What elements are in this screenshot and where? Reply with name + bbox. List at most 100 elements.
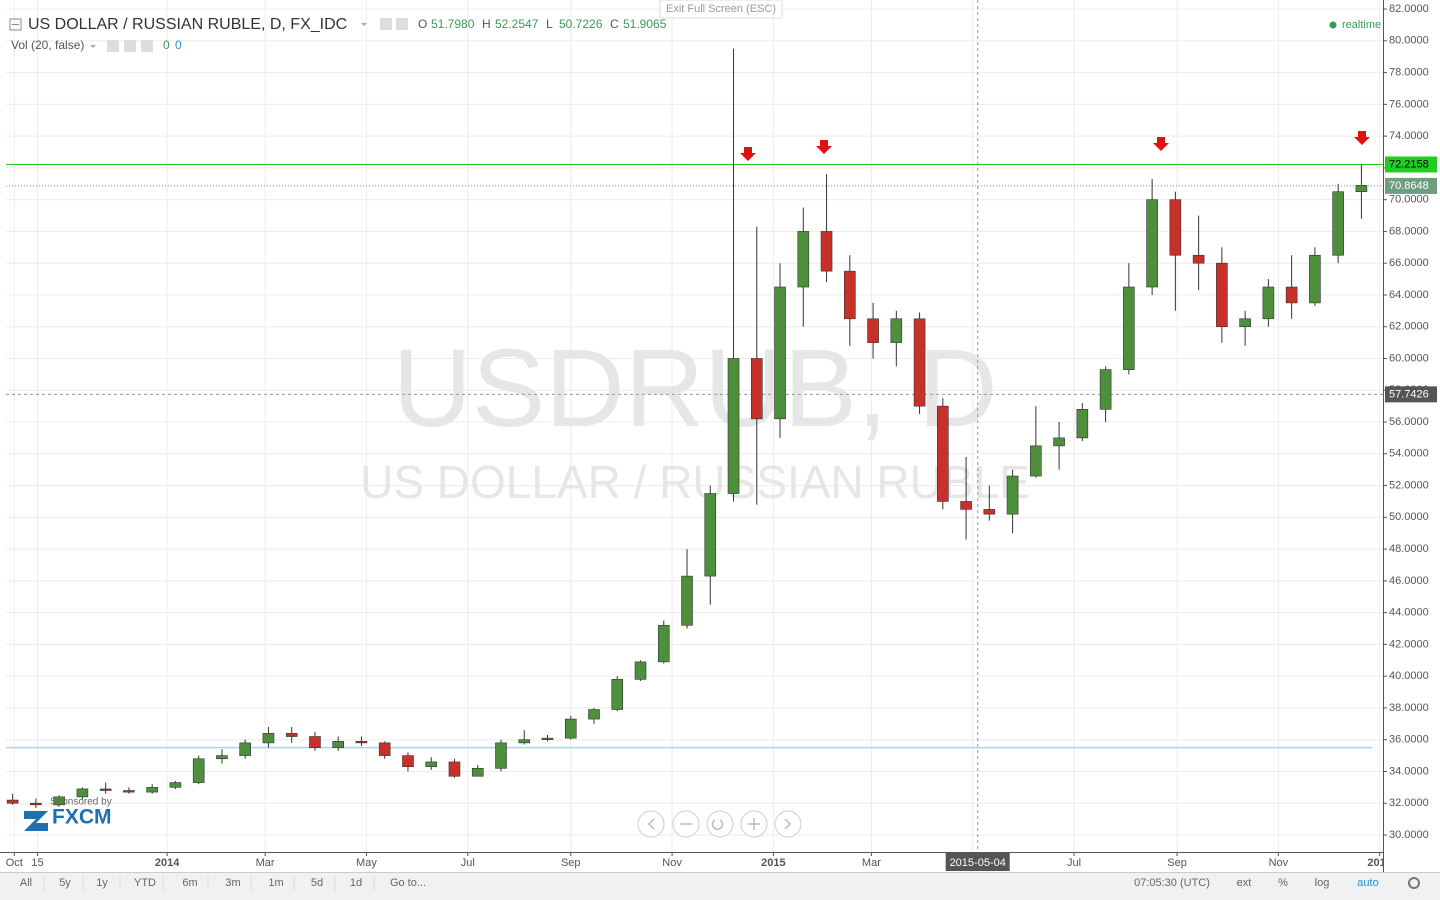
price-label-box xyxy=(1385,177,1437,194)
candle-body xyxy=(30,802,42,806)
toolbar-items: All 5y 1y YTD 6m 3m 1m 5d 1d Go to... ext% log auto xyxy=(20,876,1379,891)
range-button[interactable]: Go to... xyxy=(390,877,426,889)
indicator-icon[interactable] xyxy=(141,40,153,52)
range-button[interactable]: All xyxy=(20,877,32,889)
collapse-button[interactable] xyxy=(9,18,22,31)
candle-body xyxy=(867,318,879,343)
arrow xyxy=(816,140,832,154)
indicator-label: Vol (20, false) xyxy=(11,38,84,52)
candle-body xyxy=(960,501,972,510)
candle-body xyxy=(1332,191,1344,256)
y-tick-label: 38.0000 xyxy=(1389,702,1429,714)
crosshair-price-label: 57.7426 xyxy=(1389,388,1429,400)
settings-button[interactable] xyxy=(1408,877,1420,889)
candle-body xyxy=(564,718,577,739)
x-tick-label: Jul xyxy=(1067,857,1081,869)
option-button[interactable]: auto xyxy=(1357,877,1378,889)
x-tick-label: Mar xyxy=(862,857,881,869)
option-button[interactable]: ext xyxy=(1237,877,1252,889)
ohlc-value: 52.2547 xyxy=(495,17,539,31)
range-button[interactable]: 1y xyxy=(96,877,108,889)
chart-title: US DOLLAR / RUSSIAN RUBLE, D, FX_IDC xyxy=(28,16,347,33)
bottom-toolbar xyxy=(0,872,1440,900)
watermark-symbol: USDRUB, D xyxy=(392,327,997,450)
settings-icon[interactable] xyxy=(396,18,408,30)
arrow xyxy=(740,147,756,161)
candle-body xyxy=(471,767,484,777)
candle-body xyxy=(355,740,368,744)
range-button[interactable]: 5y xyxy=(59,877,71,889)
indicator-icon[interactable] xyxy=(107,40,119,52)
settings-icon[interactable] xyxy=(380,18,392,30)
candle-body xyxy=(99,788,112,791)
y-tick-label: 56.0000 xyxy=(1389,416,1429,428)
y-tick-label: 82.0000 xyxy=(1389,3,1429,15)
y-tick-label: 70.0000 xyxy=(1389,194,1429,206)
y-tick-label: 40.0000 xyxy=(1389,670,1429,682)
price-label: 70.8648 xyxy=(1389,180,1429,192)
scroll-right-button[interactable] xyxy=(774,810,802,838)
range-button[interactable]: 6m xyxy=(182,877,197,889)
crosshair-date-box xyxy=(945,853,1010,871)
ohlc-legend: O 51.7980 H 52.2547 L 50.7226 C 51.9065 xyxy=(418,17,667,31)
range-button[interactable]: 1d xyxy=(350,877,362,889)
candle-body xyxy=(1216,262,1228,328)
x-tick-label: Nov xyxy=(662,857,682,869)
x-tick-label: 15 xyxy=(31,857,43,869)
level-lines xyxy=(6,0,1383,852)
candle-body xyxy=(1006,475,1019,515)
candle-body xyxy=(309,736,321,748)
indicator-value: 0 xyxy=(175,38,182,52)
candle-body xyxy=(1309,254,1321,304)
candle-body xyxy=(820,231,833,272)
candle-body xyxy=(53,796,65,806)
candle-body xyxy=(634,661,647,680)
candle-body xyxy=(890,318,903,343)
exit-fullscreen-button[interactable] xyxy=(659,0,783,19)
candle-body xyxy=(1099,369,1112,410)
candle-body xyxy=(797,231,810,288)
x-tick-label: 2015 xyxy=(761,857,785,869)
x-tick-label: Sep xyxy=(1167,857,1187,869)
realtime-label: realtime xyxy=(1342,19,1381,31)
candle-body xyxy=(285,733,298,737)
ohlc-value: 51.9065 xyxy=(623,17,667,31)
candle-body xyxy=(378,742,391,756)
crosshair-price-box xyxy=(1385,386,1437,403)
y-tick-label: 60.0000 xyxy=(1389,352,1429,364)
price-label-box xyxy=(1385,156,1437,173)
x-axis: Oct152014MarMayJulSepNov2015MarMayJulSep… xyxy=(6,852,1392,871)
range-button[interactable]: 1m xyxy=(268,877,283,889)
y-tick-label: 68.0000 xyxy=(1389,225,1429,237)
candle-body xyxy=(1030,445,1042,477)
dropdown-icon[interactable] xyxy=(361,23,367,26)
indicator-value: 0 xyxy=(163,38,170,52)
sponsor-name: FXCM xyxy=(52,806,112,829)
x-tick-label: Jul xyxy=(461,857,475,869)
ohlc-value: 50.7226 xyxy=(559,17,603,31)
candle-body xyxy=(844,270,856,320)
candle-body xyxy=(1239,318,1251,328)
dropdown-icon[interactable] xyxy=(90,45,96,48)
range-button[interactable]: 3m xyxy=(225,877,240,889)
y-tick-label: 62.0000 xyxy=(1389,321,1429,333)
scroll-left-button[interactable] xyxy=(637,810,665,838)
candle-body xyxy=(1146,199,1158,288)
reset-button[interactable] xyxy=(706,810,734,838)
candle-body xyxy=(76,788,89,798)
option-button[interactable]: log xyxy=(1315,877,1330,889)
sponsor-logo xyxy=(24,811,48,831)
candle-body xyxy=(611,679,624,710)
y-tick-label: 48.0000 xyxy=(1389,543,1429,555)
y-tick-label: 54.0000 xyxy=(1389,448,1429,460)
range-button[interactable]: YTD xyxy=(134,877,156,889)
ohlc-value: 51.7980 xyxy=(431,17,475,31)
option-button[interactable]: % xyxy=(1278,877,1288,889)
candle-body xyxy=(1262,286,1275,320)
candle-body xyxy=(1123,286,1135,370)
range-button[interactable]: 5d xyxy=(311,877,323,889)
candle-body xyxy=(913,318,926,407)
candle-body xyxy=(216,755,228,760)
indicator-icon[interactable] xyxy=(124,40,136,52)
